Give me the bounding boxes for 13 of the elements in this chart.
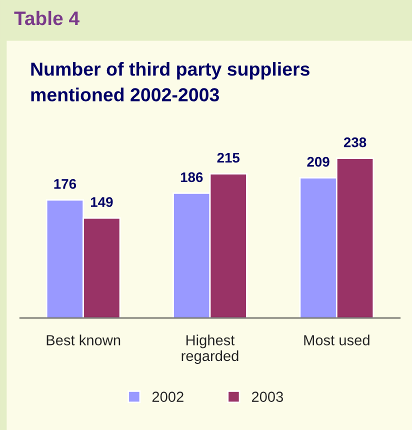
data-label: 176 [54, 179, 76, 189]
data-label: 215 [217, 152, 240, 163]
x-tick-label: Best known [46, 334, 120, 346]
data-label: 149 [90, 197, 113, 207]
legend-label: 2003 [252, 392, 284, 402]
data-label: 238 [344, 137, 366, 148]
data-label: 186 [180, 172, 203, 182]
x-tick-label: Highest regarded [182, 334, 238, 364]
x-tick-label: Most used [304, 334, 370, 346]
chart-title: Number of third party suppliers mentioned 2002-2003 [31, 62, 310, 102]
legend-label: 2002 [152, 392, 184, 402]
data-label: 209 [307, 156, 330, 167]
caption: Table 4 [14, 10, 80, 26]
